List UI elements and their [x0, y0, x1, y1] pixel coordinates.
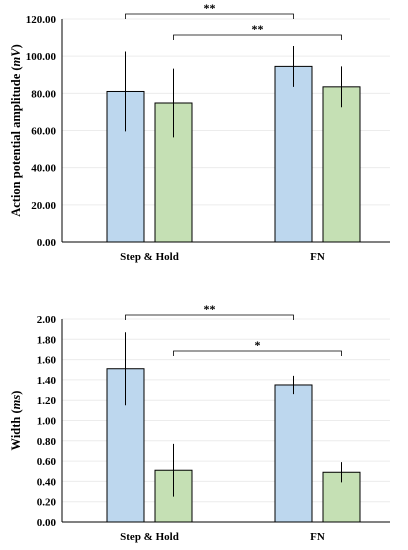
chart1-significance-bracket [125, 13, 294, 19]
chart1-y-tick-label: 40.00 [31, 163, 56, 175]
chart2-y-tick-label: 0.00 [37, 517, 57, 529]
chart2-significance-bracket [173, 350, 342, 356]
chart2-y-tick-label: 0.40 [37, 476, 57, 488]
chart2-category-label: Step & Hold [120, 531, 179, 543]
chart1-y-axis-label-part: ) [9, 44, 23, 48]
chart1-category-label: Step & Hold [120, 251, 179, 263]
chart1-significance-label: ** [204, 1, 216, 15]
chart1-y-tick-label: 0.00 [37, 237, 57, 249]
chart2-y-tick-label: 1.60 [37, 355, 57, 367]
chart2-y-tick-label: 0.60 [37, 456, 57, 468]
chart2-y-tick-label: 0.20 [37, 497, 57, 509]
chart2-y-tick-label: 1.20 [37, 395, 57, 407]
chart2-y-axis-label: Width (ms) [9, 391, 23, 451]
chart2-y-axis-label-part: ms [9, 395, 23, 410]
chart1-y-axis-label: Action potential amplitude (mV) [9, 44, 23, 217]
chart1-y-tick-label: 60.00 [31, 126, 56, 138]
chart2-y-axis-label-part: Width ( [9, 409, 23, 450]
chart2-y-axis-label-part: ) [9, 391, 23, 395]
chart2-significance-label: ** [204, 302, 216, 316]
chart1-bar [322, 86, 361, 243]
chart1-y-axis-label-part: Action potential amplitude ( [9, 66, 23, 216]
chart2-y-tick-label: 1.80 [37, 334, 57, 346]
chart1-y-axis-label-part: mV [9, 47, 23, 67]
chart2-bar [274, 384, 313, 523]
chart2-significance-bracket [125, 314, 294, 320]
chart1-y-tick-label: 120.00 [26, 14, 57, 26]
chart1-y-tick-label: 100.00 [26, 51, 57, 63]
chart1-category-label: FN [310, 251, 325, 263]
chart2-y-tick-label: 1.00 [37, 416, 57, 428]
chart1-significance-label: ** [252, 22, 264, 36]
chart2-y-tick-label: 1.40 [37, 375, 57, 387]
chart1-y-tick-label: 20.00 [31, 200, 56, 212]
chart2-y-tick-label: 0.80 [37, 436, 57, 448]
chart1-bar [274, 65, 313, 243]
chart2-significance-label: * [255, 338, 261, 352]
chart2-y-tick-label: 2.00 [37, 314, 57, 326]
chart1-significance-bracket [173, 34, 342, 40]
chart2-category-label: FN [310, 531, 325, 543]
chart1-y-tick-label: 80.00 [31, 88, 56, 100]
